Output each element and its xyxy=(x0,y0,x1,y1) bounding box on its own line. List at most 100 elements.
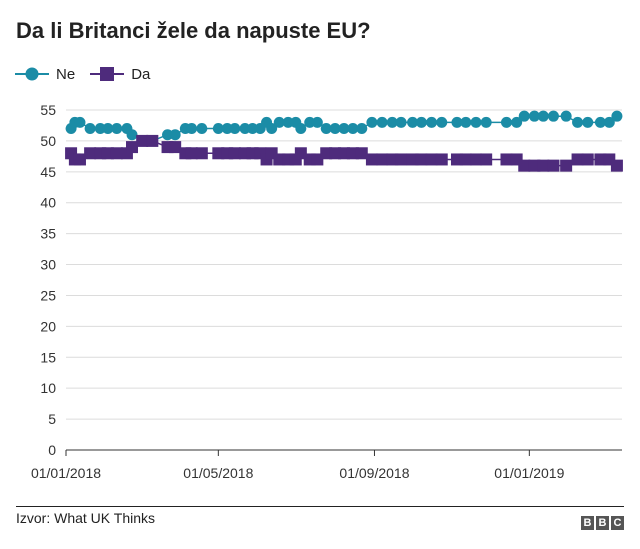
data-point-da xyxy=(136,134,149,147)
data-point-ne xyxy=(162,129,174,141)
data-point-da xyxy=(560,159,573,172)
data-point-da xyxy=(459,153,472,166)
y-tick-label: 15 xyxy=(40,349,56,365)
y-tick-label: 0 xyxy=(48,442,56,458)
x-tick-label: 01/05/2018 xyxy=(183,465,253,481)
data-point-ne xyxy=(311,116,323,128)
data-point-da xyxy=(246,147,259,160)
data-point-ne xyxy=(560,110,572,122)
data-point-ne xyxy=(594,116,606,128)
data-point-ne xyxy=(500,116,512,128)
data-point-ne xyxy=(537,110,549,122)
data-point-ne xyxy=(436,116,448,128)
data-point-da xyxy=(571,153,584,166)
data-point-ne xyxy=(295,123,307,135)
line-chart: 0 5 10 15 20 25 30 35 40 45 50 55 01/01/2018 01/05/20… xyxy=(31,102,623,481)
data-point-da xyxy=(581,153,594,166)
x-tick-label: 01/01/2018 xyxy=(31,465,101,481)
data-point-ne xyxy=(511,116,523,128)
data-point-ne xyxy=(74,116,86,128)
data-point-ne xyxy=(547,110,559,122)
data-point-da xyxy=(146,134,159,147)
data-point-ne xyxy=(229,123,241,135)
data-point-ne xyxy=(304,116,316,128)
y-tick-label: 20 xyxy=(40,318,56,334)
y-tick-label: 25 xyxy=(40,287,56,303)
data-point-ne xyxy=(329,123,341,135)
data-point-da xyxy=(470,153,483,166)
data-point-da xyxy=(169,141,182,154)
data-point-ne xyxy=(282,116,294,128)
data-point-ne xyxy=(347,123,359,135)
data-point-ne xyxy=(221,123,233,135)
data-point-ne xyxy=(603,116,615,128)
data-point-da xyxy=(110,147,123,160)
data-point-ne xyxy=(266,123,278,135)
data-point-ne xyxy=(338,123,350,135)
data-point-da xyxy=(425,153,438,166)
y-tick-label: 5 xyxy=(48,411,56,427)
data-point-ne xyxy=(460,116,472,128)
data-point-da xyxy=(415,153,428,166)
data-point-da xyxy=(195,147,208,160)
data-point-ne xyxy=(376,116,388,128)
bbc-logo-letter: C xyxy=(611,516,624,530)
data-point-da xyxy=(547,159,560,172)
x-tick-label: 01/09/2018 xyxy=(339,465,409,481)
data-point-ne xyxy=(247,123,259,135)
legend-marker-da xyxy=(90,67,125,81)
footer-divider xyxy=(16,506,624,507)
data-point-ne xyxy=(582,116,594,128)
data-point-ne xyxy=(212,123,224,135)
data-point-da xyxy=(126,141,139,154)
data-point-da xyxy=(480,153,493,166)
data-point-ne xyxy=(239,123,251,135)
data-point-ne xyxy=(518,110,530,122)
y-tick-label: 40 xyxy=(40,195,56,211)
data-point-ne xyxy=(84,123,96,135)
legend-item-ne: Ne xyxy=(14,66,75,83)
data-point-ne xyxy=(480,116,492,128)
data-point-ne xyxy=(102,123,114,135)
y-tick-label: 35 xyxy=(40,226,56,242)
data-point-ne xyxy=(169,129,181,141)
y-tick-label: 55 xyxy=(40,102,56,118)
data-point-da xyxy=(376,153,389,166)
data-point-ne xyxy=(415,116,427,128)
data-point-da xyxy=(518,159,531,172)
data-point-ne xyxy=(366,116,378,128)
data-point-ne xyxy=(451,116,463,128)
data-point-da xyxy=(355,147,368,160)
data-point-da xyxy=(365,153,378,166)
data-point-ne xyxy=(111,123,123,135)
source-note: Izvor: What UK Thinks xyxy=(16,510,156,526)
legend: Ne Da xyxy=(14,62,164,86)
data-point-ne xyxy=(426,116,438,128)
data-point-ne xyxy=(186,123,198,135)
data-point-ne xyxy=(407,116,419,128)
data-point-ne xyxy=(572,116,584,128)
chart-title: Da li Britanci žele da napuste EU? xyxy=(16,18,371,43)
data-point-ne xyxy=(126,129,138,141)
legend-marker-ne xyxy=(15,67,49,81)
y-tick-label: 30 xyxy=(40,257,56,273)
y-tick-label: 10 xyxy=(40,380,56,396)
data-point-da xyxy=(610,159,623,172)
bbc-logo-letter: B xyxy=(581,516,594,530)
data-point-ne xyxy=(94,123,106,135)
legend-item-da: Da xyxy=(89,66,150,83)
x-tick-label: 01/01/2019 xyxy=(494,465,564,481)
data-point-ne xyxy=(395,116,407,128)
y-tick-label: 45 xyxy=(40,164,56,180)
data-point-ne xyxy=(273,116,285,128)
legend-label-ne: Ne xyxy=(56,65,76,83)
legend-label-da: Da xyxy=(131,65,151,83)
data-point-ne xyxy=(386,116,398,128)
data-point-da xyxy=(395,153,408,166)
data-point-da xyxy=(435,153,448,166)
data-point-ne xyxy=(320,123,332,135)
data-point-da xyxy=(73,153,86,166)
data-point-ne xyxy=(470,116,482,128)
data-point-da xyxy=(185,147,198,160)
data-point-ne xyxy=(528,110,540,122)
